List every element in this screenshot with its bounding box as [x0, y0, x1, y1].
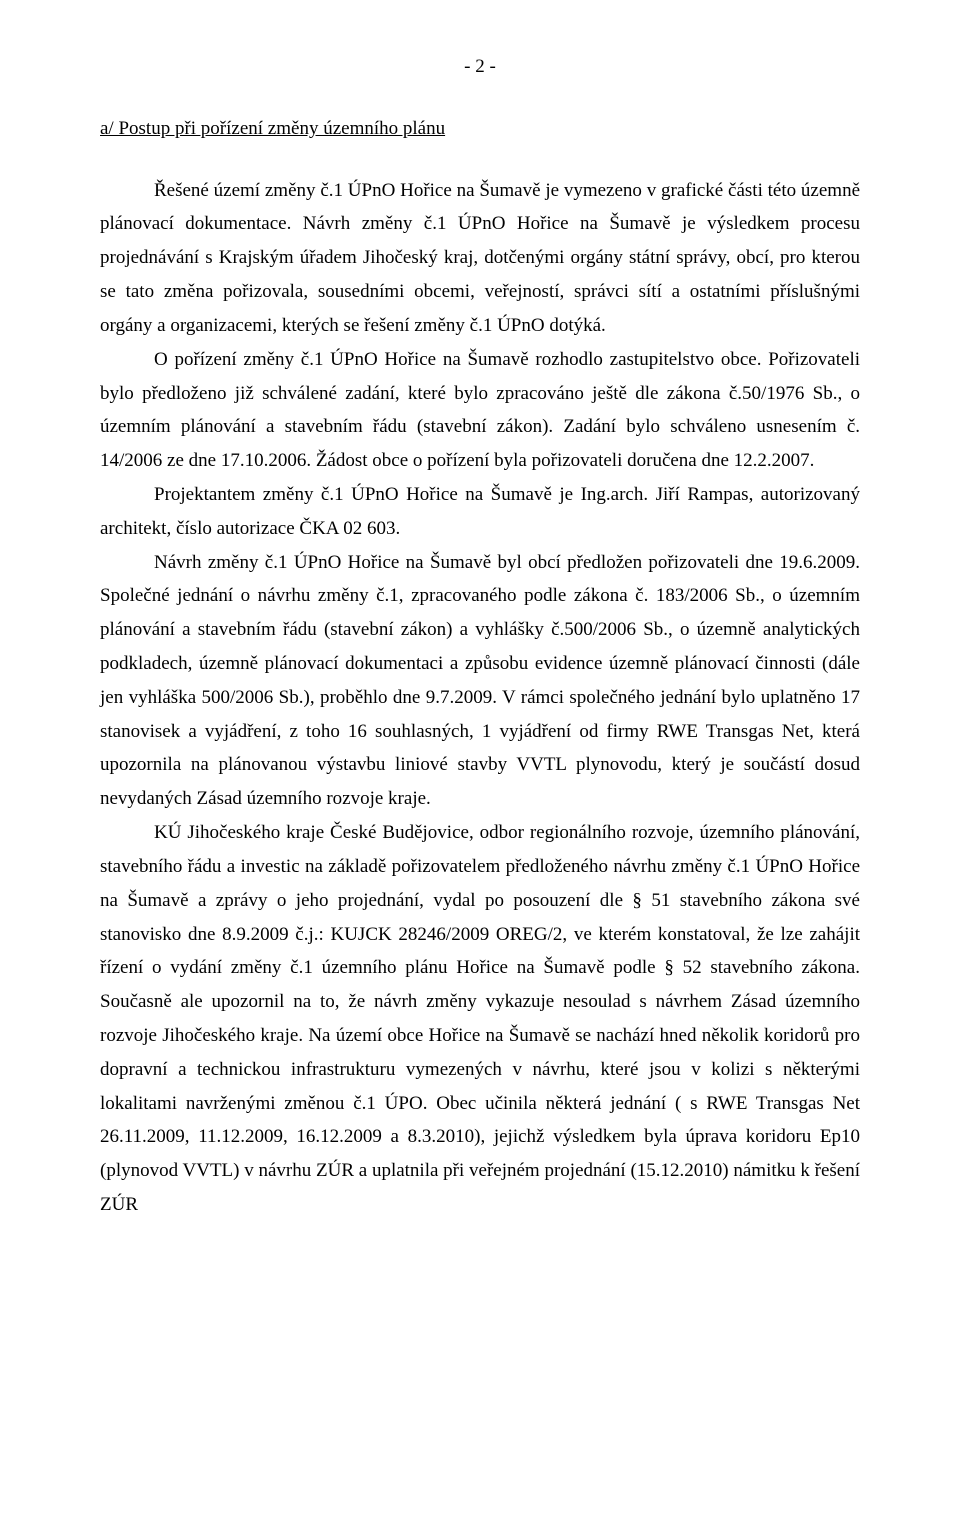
paragraph-3: Projektantem změny č.1 ÚPnO Hořice na Šu… — [100, 478, 860, 546]
page-number: - 2 - — [100, 50, 860, 84]
paragraph-5: KÚ Jihočeského kraje České Budějovice, o… — [100, 816, 860, 1222]
paragraph-4: Návrh změny č.1 ÚPnO Hořice na Šumavě by… — [100, 546, 860, 817]
section-title: a/ Postup při pořízení změny územního pl… — [100, 112, 860, 146]
document-page: - 2 - a/ Postup při pořízení změny územn… — [0, 0, 960, 1537]
paragraph-1: Řešené území změny č.1 ÚPnO Hořice na Šu… — [100, 174, 860, 343]
paragraph-2: O pořízení změny č.1 ÚPnO Hořice na Šuma… — [100, 343, 860, 478]
